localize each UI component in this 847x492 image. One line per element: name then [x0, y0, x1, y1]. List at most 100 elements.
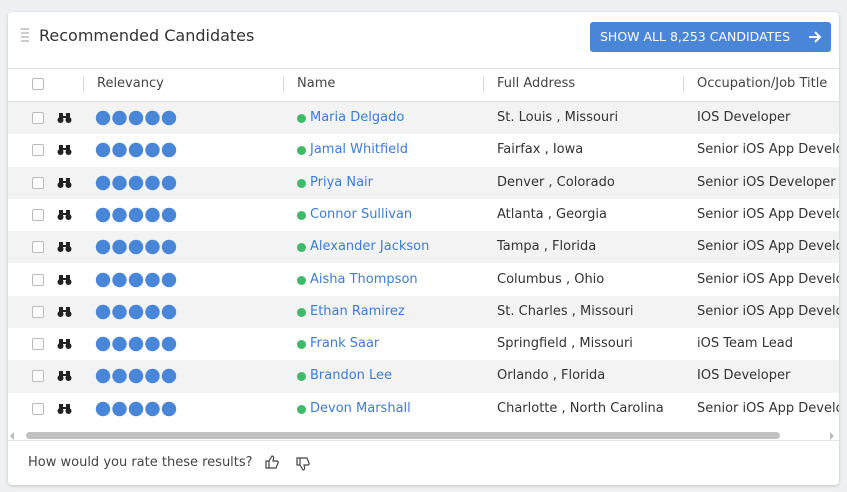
select-all-checkbox[interactable]	[32, 78, 44, 90]
address: Tampa , Florida	[497, 239, 597, 255]
relevancy-rating	[95, 401, 177, 416]
status-dot	[297, 114, 306, 123]
relevancy-dot	[95, 272, 111, 287]
column-separator	[283, 76, 284, 93]
preview-icon[interactable]	[57, 403, 72, 415]
relevancy-dot	[145, 143, 160, 158]
relevancy-dot	[112, 336, 127, 352]
relevancy-dot	[128, 143, 144, 158]
preview-icon[interactable]	[57, 370, 72, 382]
status-dot	[297, 243, 306, 253]
column-separator	[83, 76, 84, 93]
relevancy-dot	[112, 369, 127, 384]
relevancy-dot	[95, 304, 111, 319]
row-checkbox[interactable]	[32, 305, 44, 318]
candidate-name[interactable]: Aisha Thompson	[310, 271, 418, 287]
relevancy-dot	[161, 143, 177, 158]
relevancy-dot	[112, 207, 127, 223]
button-label: SHOW ALL 8,253 CANDIDATES	[600, 29, 791, 44]
address: St. Charles , Missouri	[497, 303, 634, 319]
job-title: IOS Developer	[697, 368, 791, 384]
status-dot	[297, 340, 306, 350]
scrollbar[interactable]	[8, 427, 839, 440]
relevancy-rating	[95, 110, 177, 126]
status-dot	[297, 275, 306, 285]
show-all-button[interactable]: SHOW ALL 8,253 CANDIDATES	[590, 22, 831, 52]
column-header[interactable]: Occupation/Job Title	[697, 76, 828, 91]
relevancy-dot	[128, 304, 144, 319]
row-checkbox[interactable]	[32, 402, 44, 415]
address: St. Louis , Missouri	[497, 110, 619, 125]
relevancy-dot	[128, 401, 144, 416]
relevancy-dot	[145, 304, 160, 319]
candidate-name[interactable]: Jamal Whitfield	[310, 142, 409, 158]
thumbs-up[interactable]	[265, 455, 279, 469]
relevancy-dot	[112, 143, 127, 158]
relevancy-dot	[95, 239, 111, 255]
row-checkbox[interactable]	[32, 273, 44, 286]
relevancy-dot	[128, 175, 144, 190]
row-checkbox[interactable]	[32, 338, 44, 351]
preview-icon[interactable]	[57, 241, 72, 253]
status-dot	[297, 178, 306, 188]
relevancy-dot	[128, 336, 144, 352]
relevancy-dot	[145, 401, 160, 416]
candidate-name[interactable]: Connor Sullivan	[310, 206, 413, 222]
row-checkbox[interactable]	[32, 112, 44, 124]
column-header[interactable]: Name	[297, 76, 336, 91]
preview-icon[interactable]	[57, 209, 72, 221]
candidate-name[interactable]: Brandon Lee	[310, 368, 393, 384]
relevancy-rating	[95, 239, 177, 255]
relevancy-rating	[95, 272, 177, 287]
candidate-name[interactable]: Alexander Jackson	[310, 239, 430, 255]
drag-handle[interactable]	[21, 28, 29, 44]
relevancy-dot	[95, 401, 111, 416]
address: Fairfax , Iowa	[497, 142, 584, 158]
relevancy-dot	[128, 272, 144, 287]
relevancy-rating	[95, 304, 177, 319]
relevancy-dot	[145, 336, 160, 352]
relevancy-dot	[128, 239, 144, 255]
job-title: IOS Developer	[697, 110, 791, 125]
candidate-name[interactable]: Maria Delgado	[310, 110, 405, 125]
candidate-name[interactable]: Devon Marshall	[310, 400, 411, 416]
preview-icon[interactable]	[57, 112, 72, 124]
relevancy-rating	[95, 175, 177, 190]
status-dot	[297, 404, 306, 414]
status-dot	[297, 372, 306, 382]
row-checkbox[interactable]	[32, 241, 44, 254]
job-title: Senior iOS App Developer	[697, 142, 839, 158]
column-header[interactable]: Full Address	[497, 76, 576, 91]
preview-icon[interactable]	[57, 274, 72, 286]
candidate-name[interactable]: Priya Nair	[310, 174, 374, 190]
thumbs-down[interactable]	[296, 457, 310, 471]
relevancy-dot	[95, 207, 111, 223]
job-title: Senior iOS App Developer	[697, 303, 839, 319]
candidate-name[interactable]: Ethan Ramirez	[310, 303, 405, 319]
preview-icon[interactable]	[57, 144, 72, 156]
rating-question: How would you rate these results?	[28, 455, 253, 470]
relevancy-dot	[112, 272, 127, 287]
arrow-icon	[809, 31, 822, 43]
job-title: Senior iOS App Developer	[697, 400, 839, 416]
relevancy-dot	[145, 239, 160, 255]
relevancy-dot	[161, 336, 177, 352]
relevancy-dot	[161, 304, 177, 319]
job-title: Senior iOS App Developer	[697, 271, 839, 287]
preview-icon[interactable]	[57, 306, 72, 318]
candidate-name[interactable]: Frank Saar	[310, 336, 380, 352]
relevancy-dot	[95, 175, 111, 190]
preview-icon[interactable]	[57, 338, 72, 350]
row-checkbox[interactable]	[32, 208, 44, 221]
scrollbar-graphic	[10, 432, 834, 440]
relevancy-dot	[161, 401, 177, 416]
row-checkbox[interactable]	[32, 176, 44, 189]
job-title: Senior iOS App Developer	[697, 206, 839, 222]
address: Charlotte , North Carolina	[497, 400, 664, 416]
relevancy-dot	[112, 304, 127, 319]
preview-icon[interactable]	[57, 177, 72, 189]
column-header[interactable]: Relevancy	[97, 76, 164, 91]
relevancy-dot	[128, 110, 144, 126]
row-checkbox[interactable]	[32, 144, 44, 157]
row-checkbox[interactable]	[32, 370, 44, 383]
